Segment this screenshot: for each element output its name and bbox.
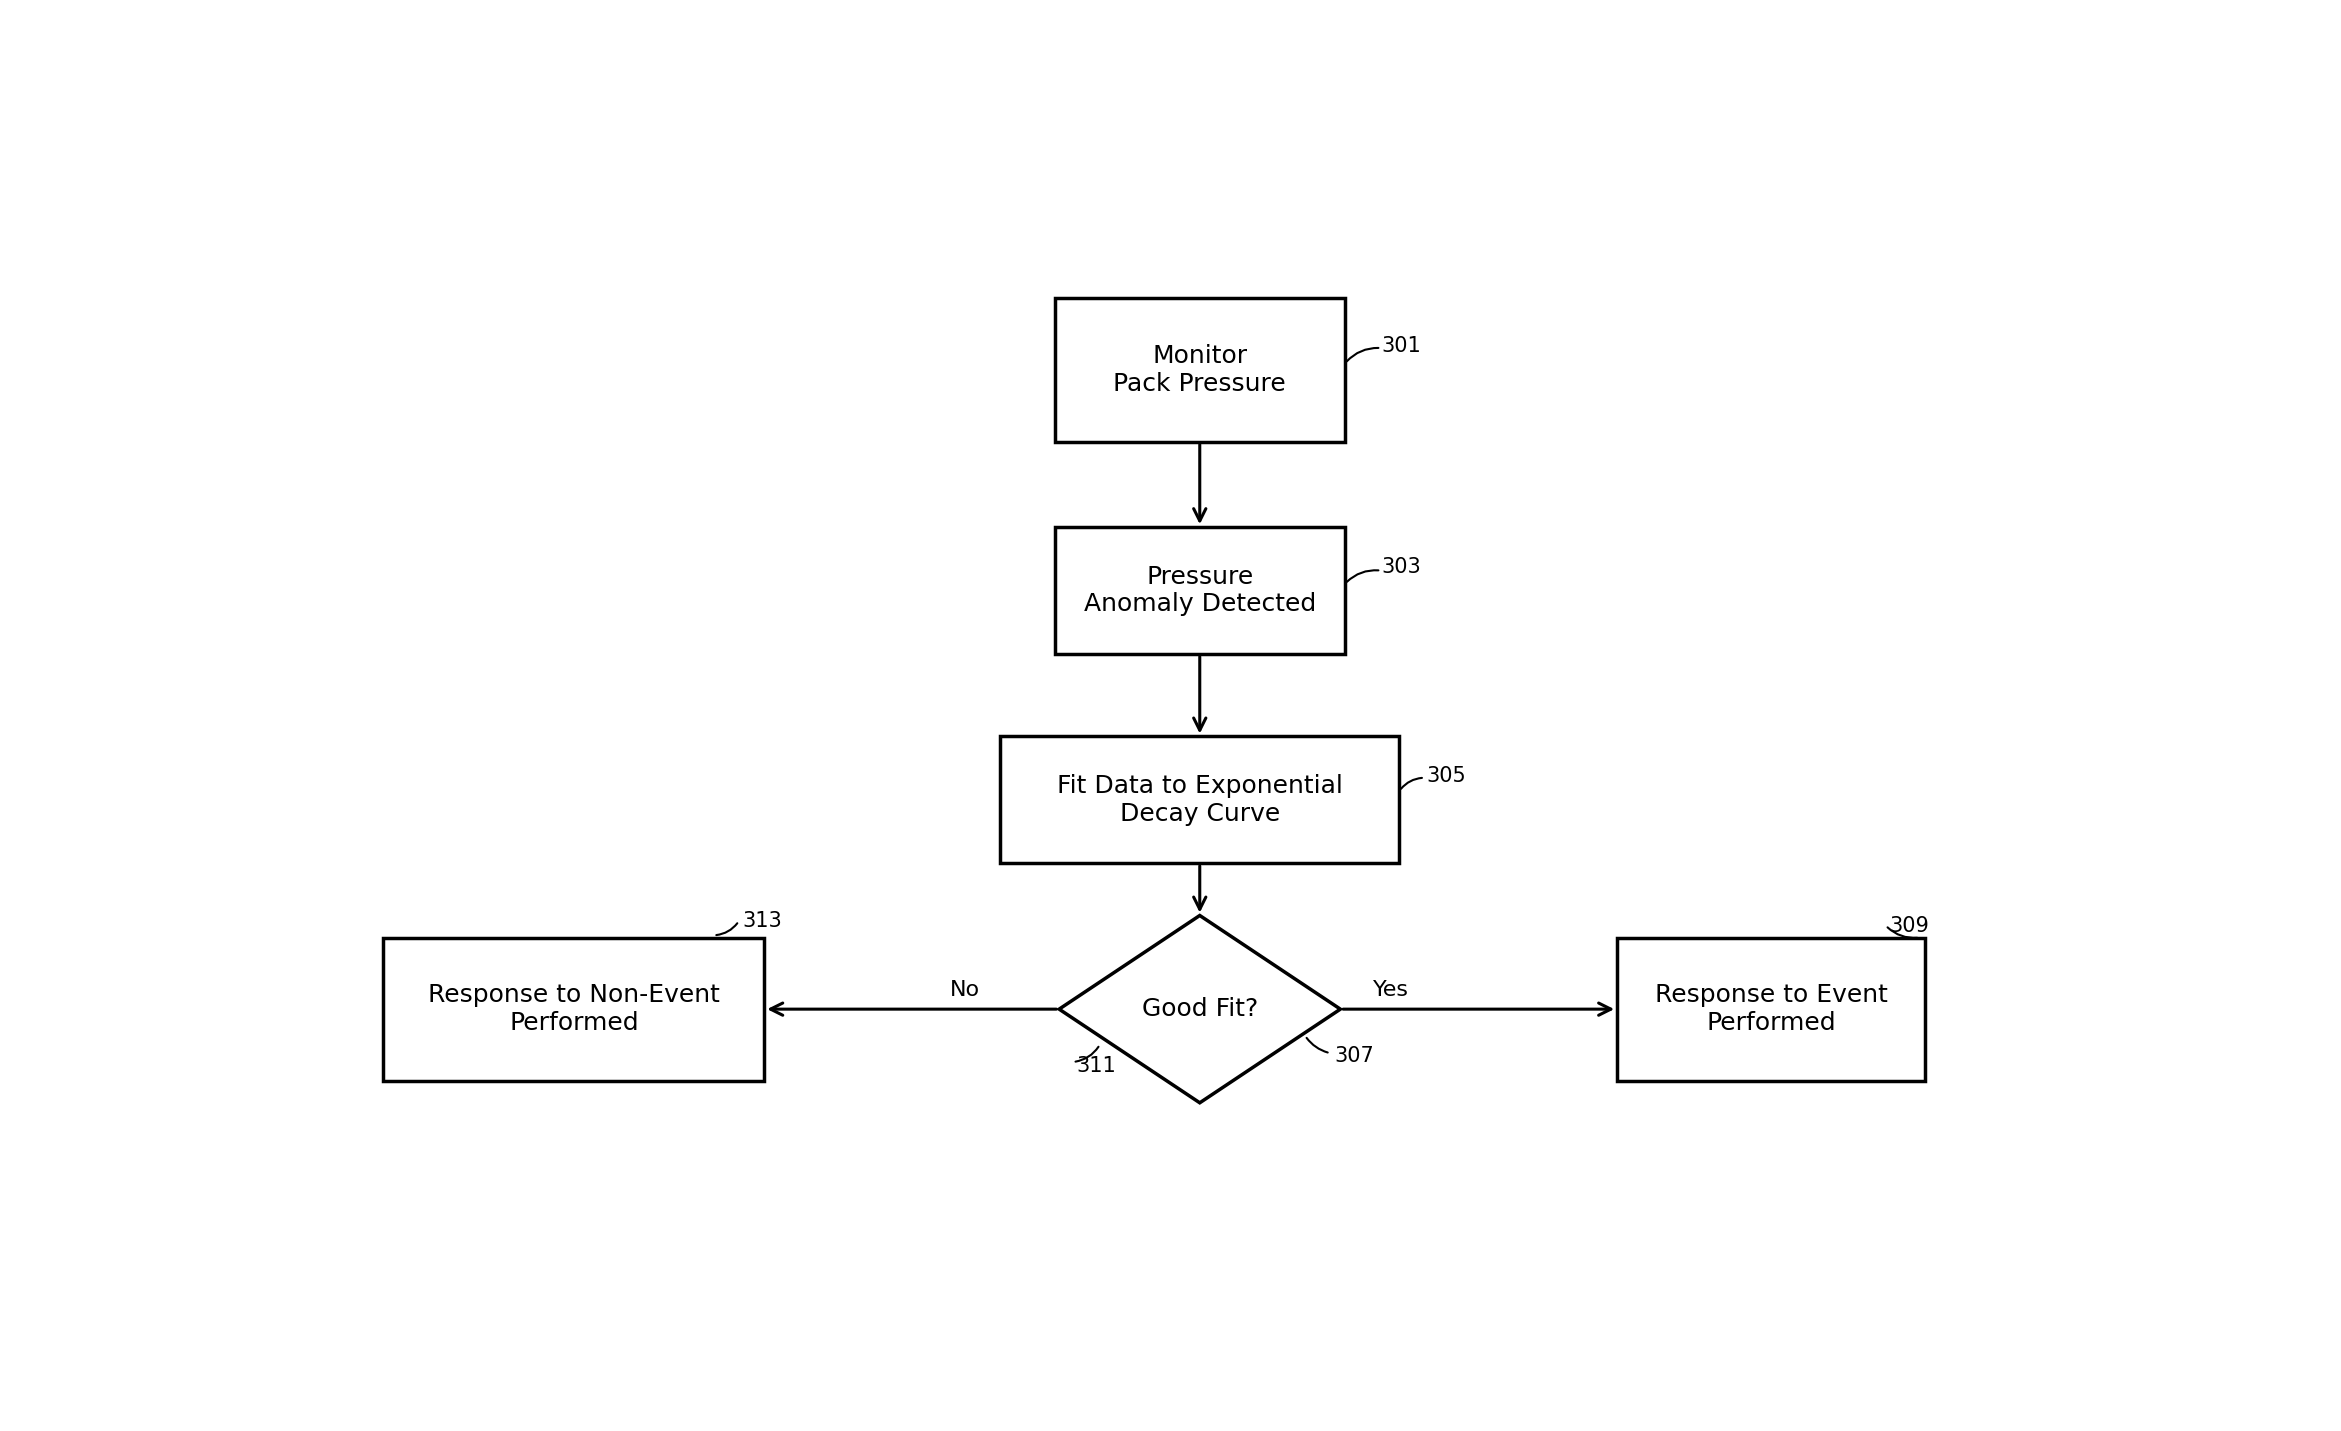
Text: 309: 309 — [1889, 916, 1929, 936]
FancyBboxPatch shape — [1618, 937, 1924, 1080]
Text: 307: 307 — [1334, 1046, 1374, 1066]
Text: 305: 305 — [1426, 766, 1465, 786]
FancyBboxPatch shape — [1053, 299, 1344, 442]
Text: Yes: Yes — [1374, 980, 1409, 1000]
Polygon shape — [1058, 916, 1341, 1103]
FancyBboxPatch shape — [1053, 527, 1344, 654]
Text: 313: 313 — [742, 910, 782, 930]
Text: Response to Non-Event
Performed: Response to Non-Event Performed — [428, 983, 719, 1035]
Text: Pressure
Anomaly Detected: Pressure Anomaly Detected — [1084, 565, 1316, 617]
Text: 303: 303 — [1381, 557, 1421, 577]
FancyBboxPatch shape — [1000, 737, 1400, 863]
Text: Good Fit?: Good Fit? — [1142, 997, 1257, 1022]
Text: 311: 311 — [1077, 1056, 1117, 1076]
Text: Response to Event
Performed: Response to Event Performed — [1655, 983, 1887, 1035]
Text: 301: 301 — [1381, 336, 1421, 356]
Text: No: No — [950, 980, 981, 1000]
Text: Monitor
Pack Pressure: Monitor Pack Pressure — [1114, 345, 1285, 396]
FancyBboxPatch shape — [384, 937, 766, 1080]
Text: Fit Data to Exponential
Decay Curve: Fit Data to Exponential Decay Curve — [1056, 774, 1344, 826]
